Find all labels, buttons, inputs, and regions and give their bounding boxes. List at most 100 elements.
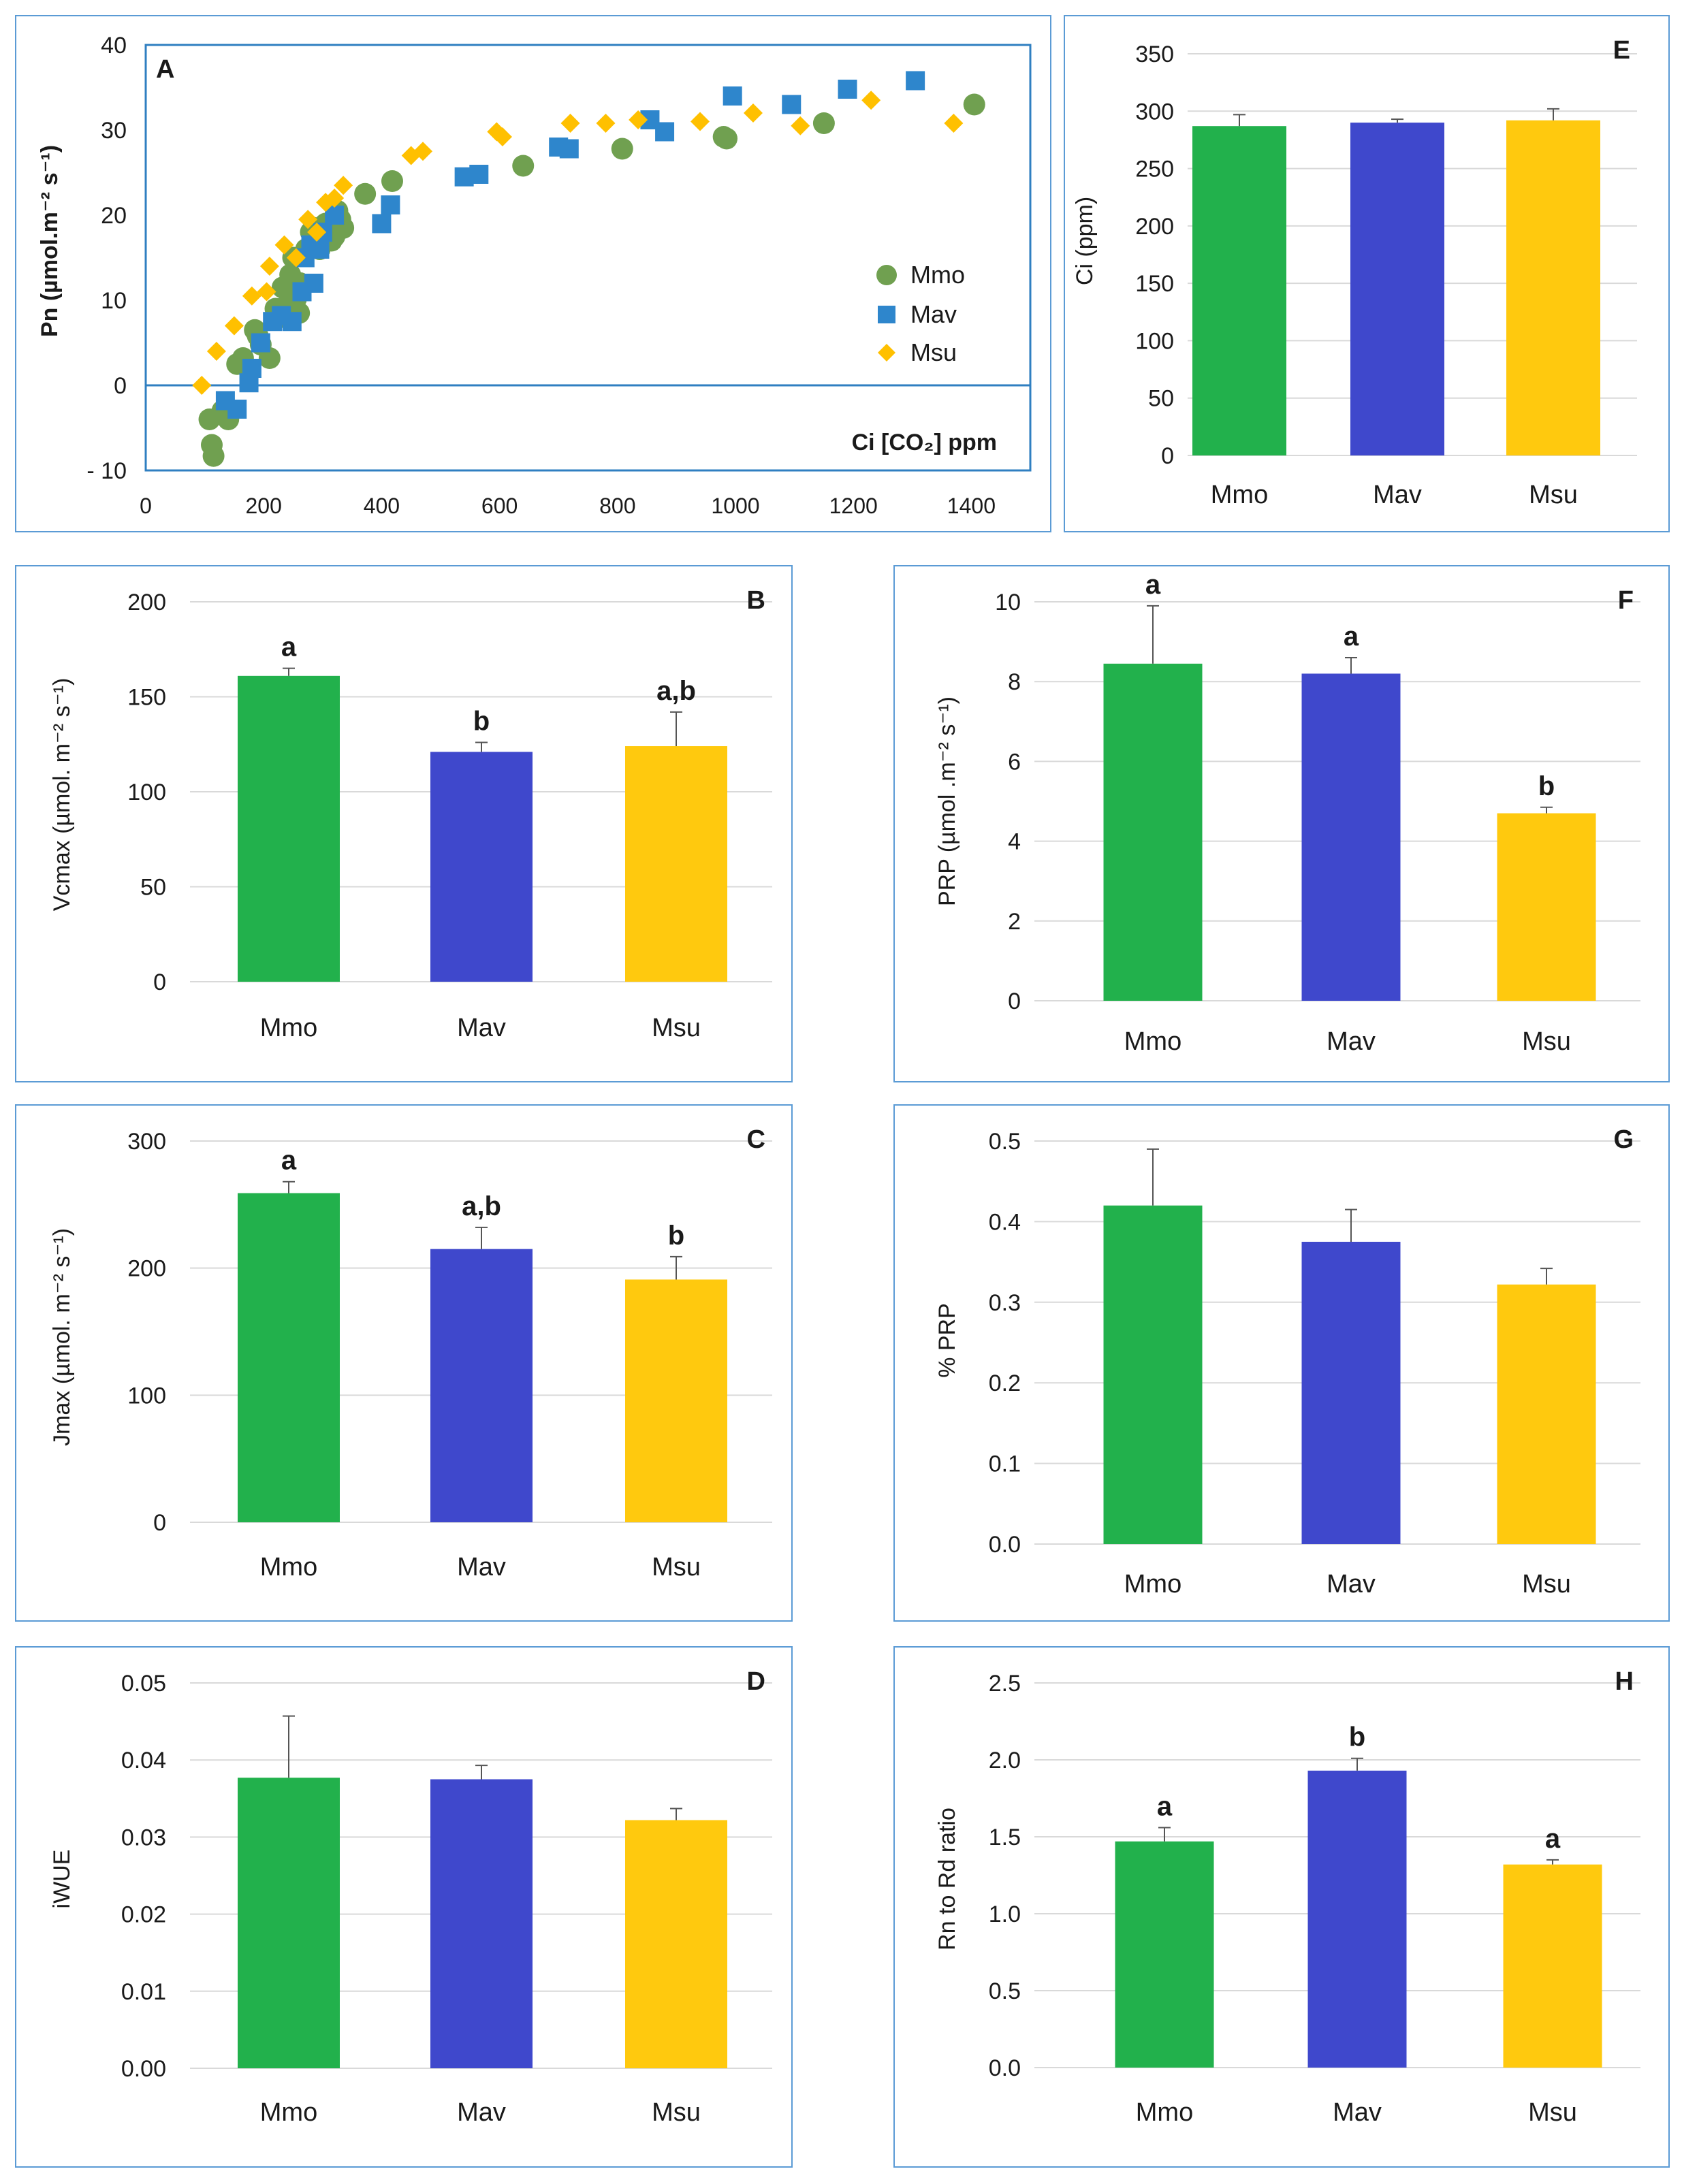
y-tick-label: - 10 bbox=[86, 458, 127, 484]
y-tick-label: 1.0 bbox=[989, 1901, 1021, 1927]
bar-mmo bbox=[1115, 1841, 1214, 2068]
chart-e: 0 50 100 150 200 250 300 350 Mmo Mav Msu E Ci (ppm) bbox=[1072, 36, 1637, 509]
bar-mmo bbox=[238, 675, 340, 982]
point-msu bbox=[492, 127, 512, 146]
category-label: Msu bbox=[652, 1014, 701, 1042]
y-tick-label: 4 bbox=[1008, 829, 1021, 855]
y-axis-label: Rn to Rd ratio bbox=[934, 1808, 960, 1950]
significance-letter: a bbox=[281, 632, 297, 662]
point-mav bbox=[227, 400, 247, 419]
point-msu bbox=[206, 342, 226, 361]
y-tick-label: 2.5 bbox=[989, 1671, 1021, 1697]
y-tick-label: 2 bbox=[1008, 909, 1021, 935]
point-mav bbox=[906, 71, 925, 91]
category-label: Mav bbox=[1327, 1027, 1376, 1056]
x-tick-label: 200 bbox=[246, 494, 282, 518]
y-tick-label: 6 bbox=[1008, 749, 1021, 775]
chart-g: 0.0 0.1 0.2 0.3 0.4 0.5 Mmo Mav Msu G % PRP bbox=[934, 1125, 1640, 1599]
y-tick-label: 300 bbox=[127, 1129, 166, 1155]
legend-marker-msu bbox=[878, 344, 895, 362]
category-label: Mav bbox=[457, 1014, 506, 1042]
y-tick-label: 20 bbox=[101, 203, 127, 229]
point-msu bbox=[259, 257, 279, 276]
y-tick-label: 10 bbox=[995, 590, 1021, 615]
panel-f: 0 2 4 6 8 10 a Mmo a Mav b Msu F PRP (µmol .m⁻² s⁻¹) bbox=[893, 565, 1670, 1082]
bar-msu bbox=[625, 746, 727, 982]
significance-letter: b bbox=[1349, 1722, 1365, 1752]
y-tick-label: 0 bbox=[153, 969, 166, 995]
point-mav bbox=[282, 312, 302, 332]
bar-msu bbox=[625, 1820, 727, 2068]
bar-mav bbox=[1307, 1770, 1407, 2068]
point-mav bbox=[372, 214, 392, 234]
y-tick-label: 0.3 bbox=[989, 1290, 1021, 1316]
bar-mmo bbox=[238, 1193, 340, 1522]
y-axis-label: Ci (ppm) bbox=[1072, 197, 1098, 285]
bar-mmo bbox=[1192, 126, 1286, 455]
y-tick-label: 100 bbox=[127, 780, 166, 805]
y-tick-label: 0.00 bbox=[121, 2056, 166, 2082]
point-msu bbox=[298, 210, 318, 229]
panel-c: 0 100 200 300 a Mmo a,b Mav b Msu C Jmax (µmol. m⁻²… bbox=[15, 1104, 793, 1622]
x-tick-label: 1200 bbox=[829, 494, 878, 518]
y-tick-label: 100 bbox=[127, 1383, 166, 1409]
y-axis-label: Jmax (µmol. m⁻² s⁻¹) bbox=[49, 1228, 75, 1446]
significance-letter: b bbox=[473, 706, 490, 736]
bar-msu bbox=[1503, 1864, 1602, 2068]
category-label: Mav bbox=[457, 2098, 506, 2127]
y-tick-label: 350 bbox=[1135, 42, 1174, 67]
point-mav bbox=[304, 274, 323, 293]
significance-letter: a,b bbox=[656, 676, 696, 706]
y-tick-label: 200 bbox=[127, 1256, 166, 1282]
bar-mmo bbox=[1103, 1205, 1203, 1544]
y-tick-label: 30 bbox=[101, 118, 127, 144]
point-mav bbox=[838, 80, 857, 99]
bar-msu bbox=[625, 1279, 727, 1522]
category-label: Msu bbox=[1528, 2098, 1577, 2127]
chart-c: 0 100 200 300 a Mmo a,b Mav b Msu C Jmax (µmol. m⁻²… bbox=[49, 1125, 772, 1581]
x-tick-label: 800 bbox=[599, 494, 635, 518]
point-msu bbox=[861, 91, 881, 110]
y-tick-label: 0.2 bbox=[989, 1370, 1021, 1396]
y-tick-label: 0 bbox=[153, 1510, 166, 1536]
point-msu bbox=[224, 316, 244, 336]
significance-letter: a bbox=[281, 1146, 297, 1176]
significance-letter: a,b bbox=[462, 1191, 501, 1221]
point-msu bbox=[413, 142, 433, 161]
y-axis-label: Vcmax (µmol. m⁻² s⁻¹) bbox=[49, 678, 75, 912]
point-mmo bbox=[611, 138, 633, 160]
panel-label: E bbox=[1613, 36, 1630, 65]
x-tick-label: 400 bbox=[364, 494, 400, 518]
y-tick-label: 0.04 bbox=[121, 1748, 166, 1773]
significance-letter: a bbox=[1545, 1824, 1561, 1854]
point-mmo bbox=[202, 445, 225, 467]
y-tick-label: 250 bbox=[1135, 157, 1174, 182]
category-label: Mav bbox=[1373, 481, 1422, 509]
legend-marker-mav bbox=[878, 306, 895, 323]
category-label: Mmo bbox=[1124, 1027, 1181, 1056]
bar-msu bbox=[1497, 1284, 1596, 1544]
chart-f: 0 2 4 6 8 10 a Mmo a Mav b Msu F PRP (µmol .m⁻² s⁻¹) bbox=[934, 570, 1640, 1056]
point-msu bbox=[596, 114, 616, 133]
point-msu bbox=[560, 114, 580, 133]
y-axis-label: PRP (µmol .m⁻² s⁻¹) bbox=[934, 696, 960, 906]
point-mav bbox=[381, 195, 400, 214]
panel-b: 0 50 100 150 200 a Mmo b Mav a,b Msu B Vcmax (µmol. … bbox=[15, 565, 793, 1082]
y-tick-label: 150 bbox=[1135, 271, 1174, 297]
bar-msu bbox=[1506, 120, 1600, 455]
chart-b: 0 50 100 150 200 a Mmo b Mav a,b Msu B Vcmax (µmol. … bbox=[49, 586, 772, 1042]
y-tick-label: 1.5 bbox=[989, 1825, 1021, 1850]
y-tick-label: 0.03 bbox=[121, 1825, 166, 1850]
y-tick-label: 8 bbox=[1008, 669, 1021, 695]
significance-letter: b bbox=[1538, 771, 1555, 801]
y-tick-label: 50 bbox=[1148, 386, 1174, 412]
y-tick-label: 0.01 bbox=[121, 1979, 166, 2005]
significance-letter: a bbox=[1344, 622, 1359, 652]
point-msu bbox=[325, 189, 345, 208]
category-label: Msu bbox=[1522, 1570, 1571, 1599]
point-mmo bbox=[258, 347, 281, 369]
point-mav bbox=[469, 165, 489, 184]
point-msu bbox=[944, 114, 964, 133]
y-tick-label: 0.02 bbox=[121, 1902, 166, 1928]
